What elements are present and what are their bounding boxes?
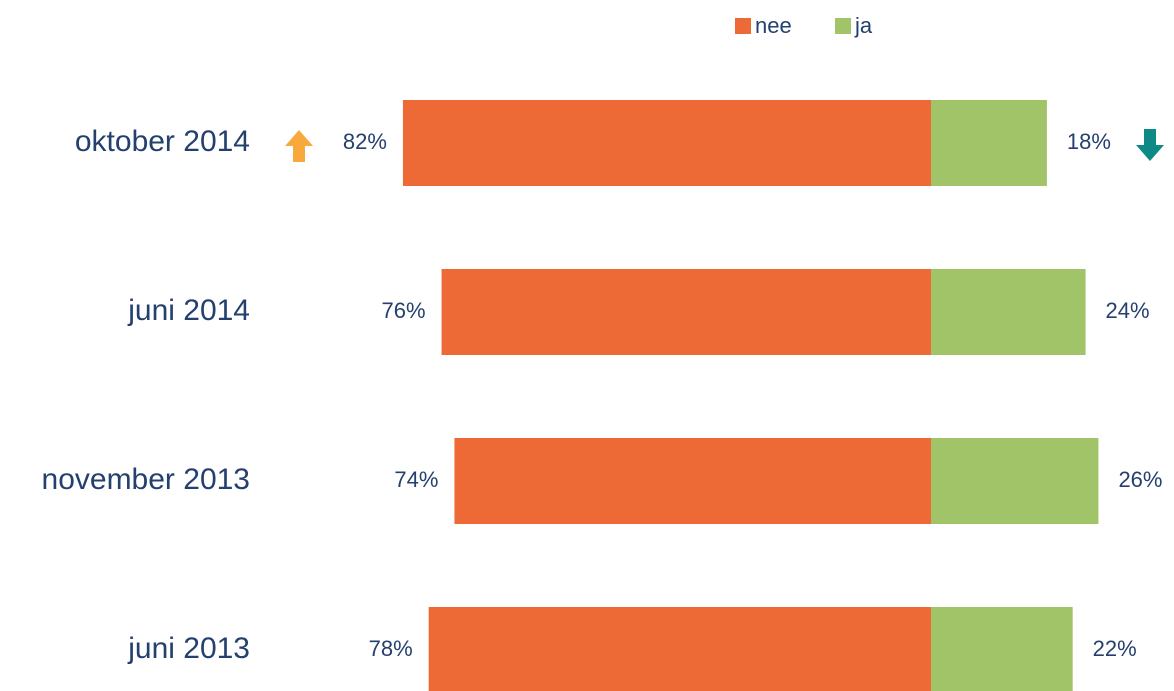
category-label: juni 2013 (127, 632, 250, 665)
bar-ja (931, 100, 1047, 186)
category-label: november 2013 (42, 463, 250, 496)
bar-nee (428, 607, 931, 691)
arrow-up-icon (285, 130, 313, 162)
arrow-up (285, 130, 313, 162)
value-label: 18% (1067, 129, 1111, 154)
legend-label: ja (854, 13, 873, 38)
legend-swatch (835, 18, 851, 34)
bar-ja (931, 269, 1086, 355)
arrow-down (1136, 129, 1164, 161)
bar-nee (402, 100, 931, 186)
bar-ja (931, 438, 1099, 524)
legend-label: nee (755, 13, 792, 38)
category-label: oktober 2014 (75, 125, 250, 158)
value-label: 26% (1118, 467, 1162, 492)
value-label: 82% (343, 129, 387, 154)
bar-nee (454, 438, 931, 524)
category-label: juni 2014 (127, 294, 250, 327)
value-label: 76% (382, 298, 426, 323)
value-label: 24% (1106, 298, 1150, 323)
legend-swatch (735, 18, 751, 34)
value-label: 22% (1093, 636, 1137, 661)
value-label: 74% (394, 467, 438, 492)
arrow-down-icon (1136, 129, 1164, 161)
bar-ja (931, 607, 1073, 691)
bar-nee (441, 269, 931, 355)
value-label: 78% (369, 636, 413, 661)
